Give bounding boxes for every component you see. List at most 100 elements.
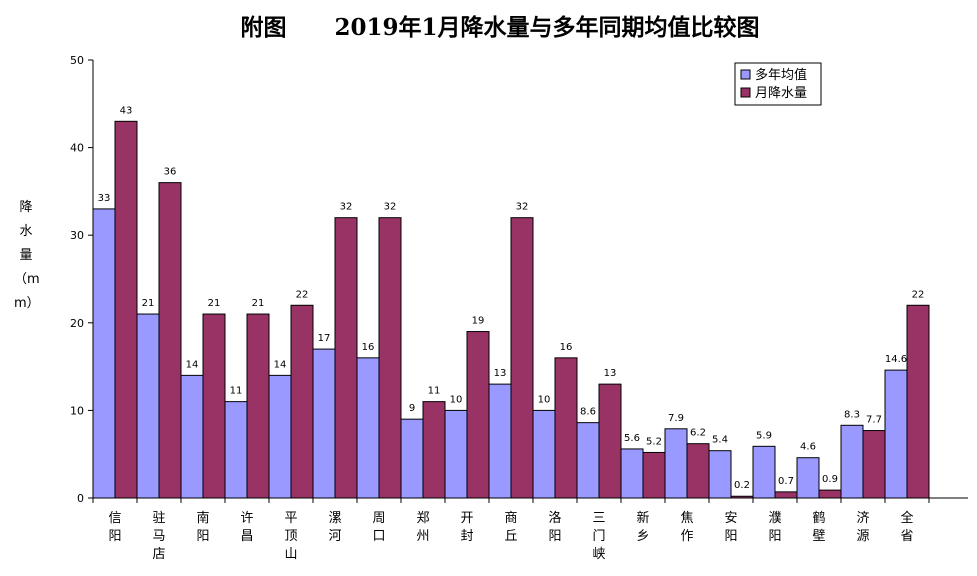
category-label: 漯河 <box>328 511 341 544</box>
category-label: 鹤壁 <box>812 510 825 544</box>
category-label: 平顶山 <box>284 511 297 562</box>
data-label: 14 <box>274 359 287 370</box>
data-label: 14.6 <box>885 354 907 365</box>
bar-month <box>114 120 138 499</box>
legend-swatch <box>740 69 751 80</box>
data-label: 32 <box>340 202 353 213</box>
data-label: 8.3 <box>844 409 860 420</box>
bar-month <box>686 443 710 499</box>
bar-month <box>246 313 270 499</box>
bar-avg <box>400 418 424 499</box>
category-label: 郑州 <box>416 511 429 544</box>
category-label: 濮阳 <box>768 511 781 544</box>
bar-avg <box>752 445 776 499</box>
data-label: 10 <box>450 394 463 405</box>
bar-avg <box>356 357 380 499</box>
bars <box>92 120 930 499</box>
data-label: 21 <box>208 298 221 309</box>
data-label: 4.6 <box>800 442 816 453</box>
data-label: 21 <box>142 298 155 309</box>
bar-month <box>554 357 578 499</box>
bar-month <box>510 217 534 499</box>
bar-month <box>774 491 798 499</box>
bar-avg <box>840 424 864 499</box>
y-tick-label: 50 <box>70 54 84 67</box>
bar-avg <box>796 457 820 499</box>
y-tick-label: 30 <box>70 229 84 242</box>
bar-avg <box>268 374 292 499</box>
data-label: 36 <box>164 167 177 178</box>
data-label: 16 <box>560 342 573 353</box>
bar-month <box>730 495 754 499</box>
data-labels: 33 21 14 11 14 17 16 9 10 13 10 8.6 5.6 7.9 5.4 5.9 4.6 8… <box>98 105 925 491</box>
bar-avg <box>180 374 204 499</box>
data-label: 19 <box>472 316 485 327</box>
data-label: 32 <box>516 202 529 213</box>
data-label: 13 <box>494 368 507 379</box>
bar-month <box>378 217 402 499</box>
category-label: 安阳 <box>724 511 737 544</box>
bar-month <box>334 217 358 499</box>
category-label: 全省 <box>900 510 913 544</box>
data-label: 0.9 <box>822 474 838 485</box>
category-label: 焦作 <box>680 511 693 544</box>
data-label: 14 <box>186 359 199 370</box>
bar-avg <box>884 369 908 499</box>
y-tick-label: 40 <box>70 142 84 155</box>
data-label: 9 <box>409 403 415 414</box>
bar-month <box>598 383 622 499</box>
y-tick-label: 0 <box>77 492 84 505</box>
data-label: 5.2 <box>646 436 662 447</box>
data-label: 5.9 <box>756 430 772 441</box>
bar-month <box>290 304 314 499</box>
data-label: 21 <box>252 298 265 309</box>
category-label: 三门峡 <box>592 511 605 562</box>
bar-avg <box>664 428 688 499</box>
bar-month <box>202 313 226 499</box>
data-label: 33 <box>98 193 111 204</box>
bar-avg <box>620 448 644 499</box>
bar-avg <box>444 409 468 499</box>
chart-title: 附图 2019年1月降水量与多年同期均值比较图 <box>240 14 760 41</box>
data-label: 0.2 <box>734 480 750 491</box>
y-tick-label: 10 <box>70 404 84 417</box>
bar-avg <box>708 450 732 499</box>
data-label: 32 <box>384 202 397 213</box>
bar-avg <box>136 313 160 499</box>
bar-avg <box>532 409 556 499</box>
bar-month <box>422 401 446 499</box>
data-label: 6.2 <box>690 428 706 439</box>
legend-label: 月降水量 <box>755 86 807 101</box>
category-label: 商丘 <box>504 511 517 544</box>
bar-avg <box>224 401 248 499</box>
legend-label: 多年均值 <box>755 67 807 83</box>
data-label: 10 <box>538 394 551 405</box>
category-label: 驻马店 <box>152 511 165 562</box>
data-label: 7.7 <box>866 415 882 426</box>
category-label: 新乡 <box>636 510 649 544</box>
data-label: 17 <box>318 333 331 344</box>
bar-month <box>158 182 182 499</box>
data-label: 8.6 <box>580 407 596 418</box>
bar-avg <box>576 422 600 499</box>
y-tick-label: 20 <box>70 317 84 330</box>
category-label: 信阳 <box>108 511 121 544</box>
data-label: 11 <box>428 386 441 397</box>
data-label: 7.9 <box>668 413 684 424</box>
category-label: 开封 <box>460 511 473 544</box>
data-label: 5.4 <box>712 435 728 446</box>
data-label: 5.6 <box>624 433 640 444</box>
data-label: 22 <box>912 289 925 300</box>
bar-month <box>906 304 930 499</box>
legend-swatch <box>740 87 751 98</box>
category-label: 周口 <box>372 511 385 544</box>
bar-month <box>818 489 842 499</box>
data-label: 0.7 <box>778 476 794 487</box>
data-label: 16 <box>362 342 375 353</box>
bar-avg <box>488 383 512 499</box>
data-label: 43 <box>120 105 133 116</box>
bar-avg <box>92 208 116 499</box>
